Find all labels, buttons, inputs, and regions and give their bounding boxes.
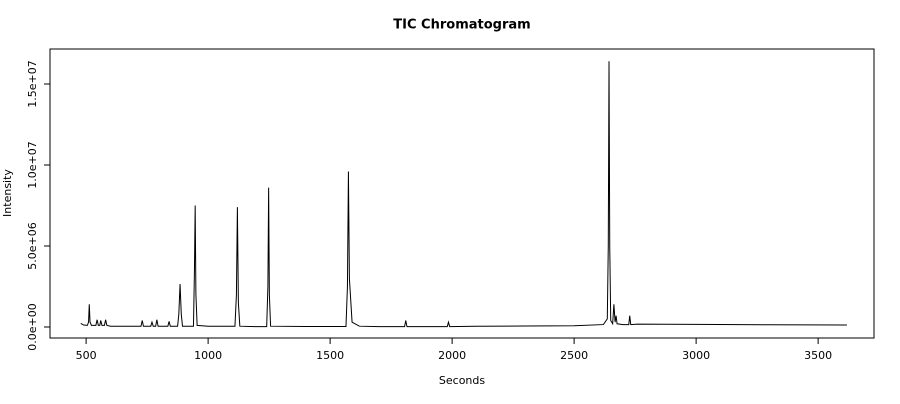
x-axis-label: Seconds — [439, 374, 485, 387]
y-tick-label: 5.0e+06 — [26, 222, 39, 269]
x-tick-label: 500 — [76, 349, 97, 362]
y-tick-label: 0.0e+00 — [26, 303, 39, 350]
chart-title: TIC Chromatogram — [393, 18, 530, 33]
y-axis-label: Intensity — [1, 169, 14, 217]
x-tick-label: 3000 — [682, 349, 710, 362]
x-tick-label: 1500 — [316, 349, 344, 362]
x-tick-label: 2000 — [438, 349, 466, 362]
line — [80, 61, 847, 328]
x-tick-label: 1000 — [194, 349, 222, 362]
x-tick-label: 3500 — [804, 349, 832, 362]
y-tick-label: 1.5e+07 — [26, 60, 39, 107]
plot-box — [49, 48, 875, 339]
y-tick-label: 1.0e+07 — [26, 141, 39, 188]
x-tick-label: 2500 — [560, 349, 588, 362]
